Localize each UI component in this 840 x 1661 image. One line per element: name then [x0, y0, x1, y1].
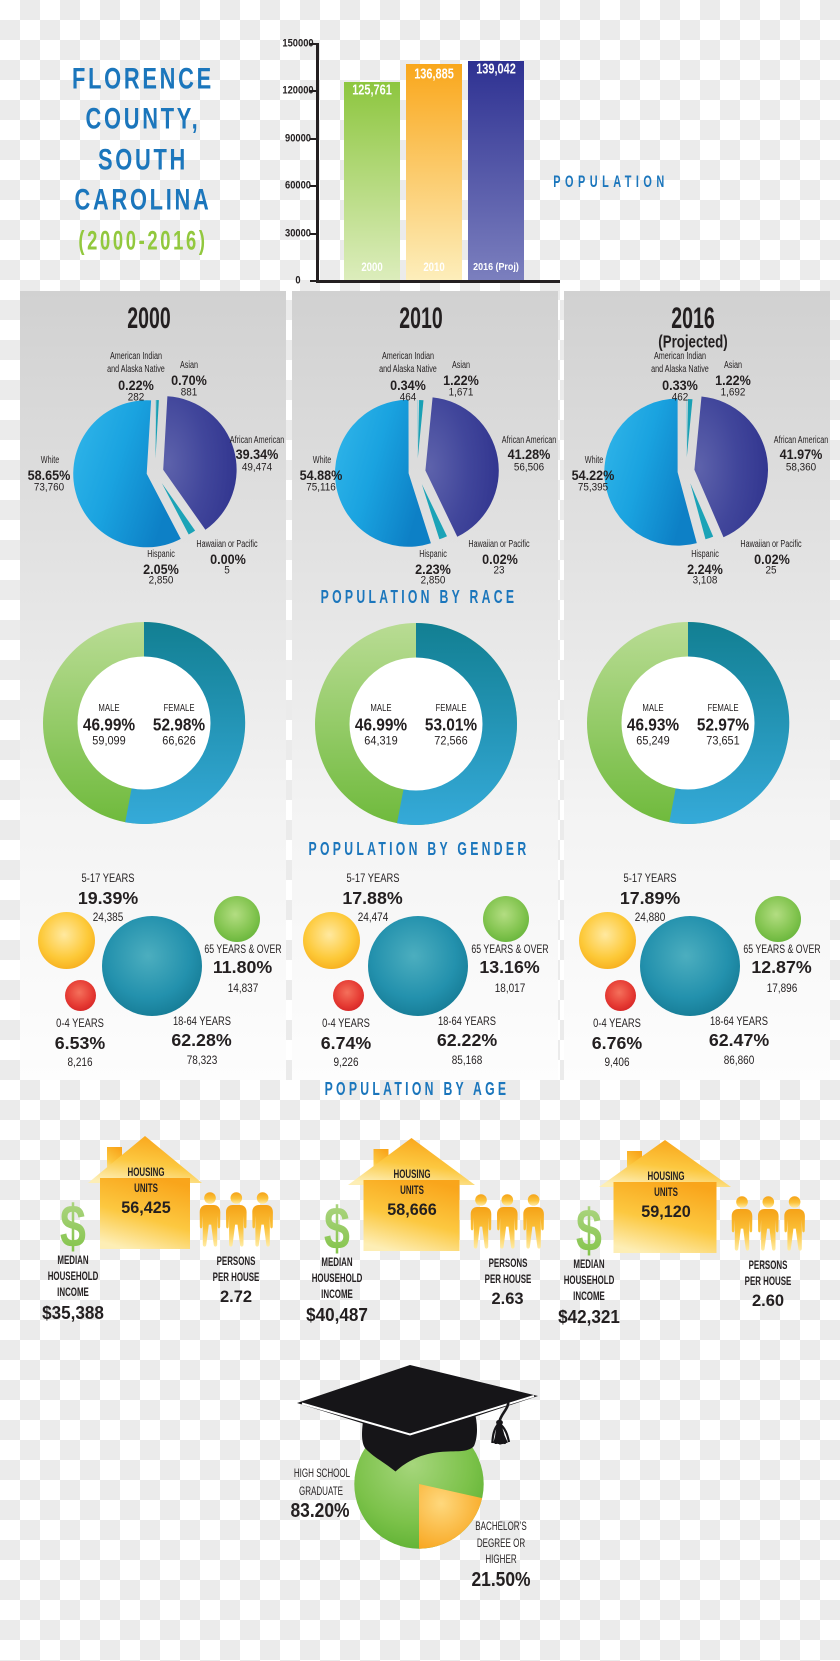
svg-text:$: $ — [60, 1198, 86, 1256]
svg-text:$: $ — [323, 1200, 349, 1258]
svg-text:$: $ — [576, 1202, 602, 1260]
